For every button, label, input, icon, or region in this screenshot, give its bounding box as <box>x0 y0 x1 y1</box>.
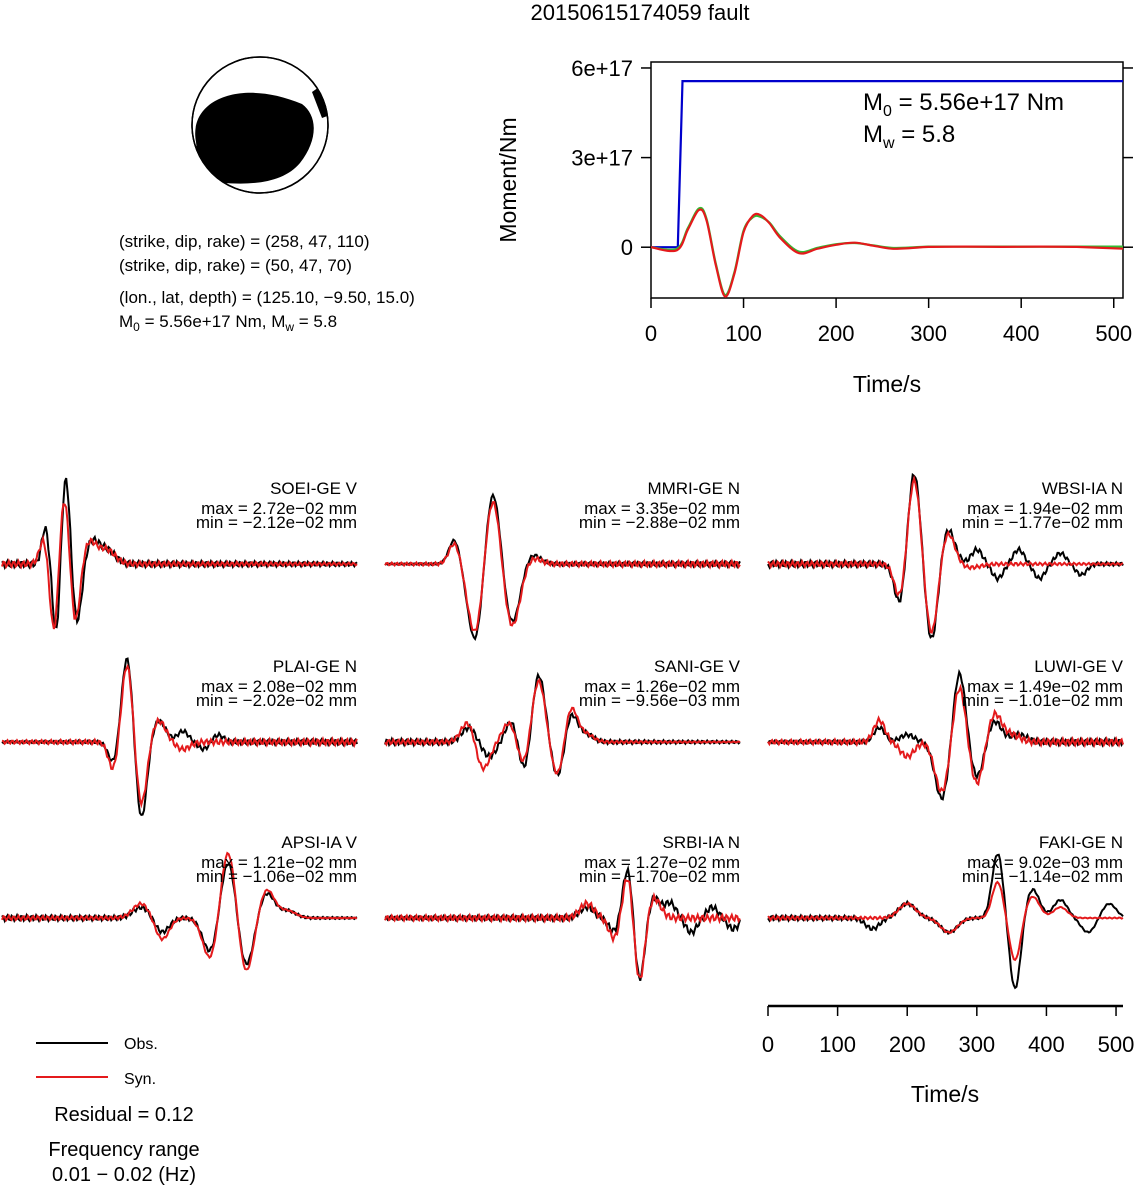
moment-ytick-label-2: 0 <box>621 235 633 260</box>
syn-trace <box>767 880 1124 962</box>
syn-trace <box>384 678 741 775</box>
moment-blue-line <box>651 80 1123 249</box>
station-name: FAKI-GE N <box>1039 833 1123 852</box>
syn-trace <box>1 663 358 809</box>
waveform-xlabel: Time/s <box>911 1081 979 1107</box>
station-max: max = 1.94e−02 mm <box>967 499 1123 518</box>
station-name: LUWI-GE V <box>1034 657 1123 676</box>
moment-ytick-label-1: 3e+17 <box>571 146 633 171</box>
station-name: APSI-IA V <box>281 833 357 852</box>
mech-line-2: (strike, dip, rake) = (50, 47, 70) <box>119 256 352 275</box>
syn-trace <box>767 683 1124 794</box>
station-name: MMRI-GE N <box>647 479 740 498</box>
moment-ylabel: Moment/Nm <box>495 117 521 242</box>
legend-syn-label: Syn. <box>124 1071 156 1088</box>
station-max: max = 2.08e−02 mm <box>201 677 357 696</box>
station-min: min = −1.70e−02 mm <box>579 867 740 886</box>
moment-xtick-label-5: 500 <box>1095 321 1132 346</box>
mw-text: = 5.8 <box>294 312 337 331</box>
waveform-xtick-label-1: 100 <box>819 1032 856 1057</box>
station-min: min = −2.88e−02 mm <box>579 513 740 532</box>
waveform-xtick-label-2: 200 <box>889 1032 926 1057</box>
station-name: WBSI-IA N <box>1042 479 1123 498</box>
station-name: SANI-GE V <box>654 657 741 676</box>
ann-mw-text: = 5.8 <box>895 121 956 148</box>
waveform-xtick-label-0: 0 <box>762 1032 774 1057</box>
beachball-icon <box>191 56 329 194</box>
station-max: max = 1.49e−02 mm <box>967 677 1123 696</box>
syn-trace <box>384 501 741 632</box>
station-max: max = 1.21e−02 mm <box>201 853 357 872</box>
ann-mw-sub: w <box>882 135 895 152</box>
moment-red-line <box>650 208 1124 298</box>
station-min: min = −9.56e−03 mm <box>579 691 740 710</box>
station-min: min = −2.02e−02 mm <box>196 691 357 710</box>
m0-sub: 0 <box>133 320 140 334</box>
m0-text: = 5.56e+17 Nm, M <box>140 312 286 331</box>
waveform-xtick-label-4: 400 <box>1028 1032 1065 1057</box>
ann-m0-text: = 5.56e+17 Nm <box>892 89 1064 116</box>
station-min: min = −1.06e−02 mm <box>196 867 357 886</box>
station-name: PLAI-GE N <box>273 657 357 676</box>
syn-trace <box>1 503 358 630</box>
moment-xtick-label-4: 400 <box>1003 321 1040 346</box>
syn-trace <box>1 851 358 971</box>
station-max: max = 9.02e−03 mm <box>967 853 1123 872</box>
legend-obs-label: Obs. <box>124 1036 158 1053</box>
station-min: min = −1.77e−02 mm <box>962 513 1123 532</box>
ann-m0-sub: 0 <box>883 103 892 120</box>
obs-trace <box>767 472 1124 640</box>
station-min: min = −2.12e−02 mm <box>196 513 357 532</box>
station-name: SOEI-GE V <box>270 479 358 498</box>
ann-mw-prefix: M <box>863 121 883 148</box>
legend: Obs. Syn. <box>36 1036 158 1088</box>
waveform-xtick-label-5: 500 <box>1098 1032 1135 1057</box>
mech-line-3: (lon., lat, depth) = (125.10, −9.50, 15.… <box>119 288 415 307</box>
freq-range-label: Frequency range <box>48 1139 199 1161</box>
ann-m0-prefix: M <box>863 89 883 116</box>
station-max: max = 3.35e−02 mm <box>584 499 740 518</box>
station-name: SRBI-IA N <box>663 833 740 852</box>
moment-xtick-label-3: 300 <box>910 321 947 346</box>
moment-xtick-label-2: 200 <box>818 321 855 346</box>
station-max: max = 1.27e−02 mm <box>584 853 740 872</box>
syn-trace <box>384 878 741 979</box>
freq-range-value: 0.01 − 0.02 (Hz) <box>52 1164 196 1186</box>
station-min: min = −1.14e−02 mm <box>962 867 1123 886</box>
station-max: max = 1.26e−02 mm <box>584 677 740 696</box>
moment-annotation-mw: Mw = 5.8 <box>863 121 955 152</box>
waveform-x-axis: Time/s 0 100 200 300 400 500 <box>762 1004 1135 1107</box>
moment-green-line <box>650 206 1123 297</box>
mw-sub: w <box>284 320 294 334</box>
m0-prefix: M <box>119 312 133 331</box>
syn-trace <box>767 474 1124 634</box>
station-min: min = −1.01e−02 mm <box>962 691 1123 710</box>
moment-xlabel: Time/s <box>853 371 921 397</box>
waveform-xtick-label-3: 300 <box>958 1032 995 1057</box>
figure-title: 20150615174059 fault <box>531 0 750 25</box>
mech-line-4: M0 = 5.56e+17 Nm, Mw = 5.8 <box>119 312 337 334</box>
station-max: max = 2.72e−02 mm <box>201 499 357 518</box>
residual-text: Residual = 0.12 <box>54 1104 194 1126</box>
moment-plot-frame <box>650 61 1124 299</box>
moment-annotation-m0: M0 = 5.56e+17 Nm <box>863 89 1064 120</box>
mechanism-info: (strike, dip, rake) = (258, 47, 110) (st… <box>119 232 415 334</box>
moment-xtick-label-0: 0 <box>645 321 657 346</box>
moment-xtick-label-1: 100 <box>725 321 762 346</box>
mech-line-1: (strike, dip, rake) = (258, 47, 110) <box>119 232 370 251</box>
moment-ytick-label-0: 6e+17 <box>571 56 633 81</box>
